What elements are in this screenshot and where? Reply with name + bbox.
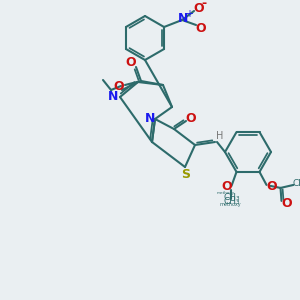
Text: O: O [194,2,204,16]
Text: -: - [202,0,207,11]
Text: O: O [266,180,277,194]
Text: N: N [178,13,188,26]
Text: S: S [182,167,190,181]
Text: H: H [216,131,224,141]
Text: O: O [281,197,292,210]
Text: O: O [126,56,136,70]
Text: methoxy: methoxy [216,191,235,195]
Text: methoxy: methoxy [220,202,241,207]
Text: N: N [145,112,155,124]
Text: N: N [108,91,118,103]
Text: CH₃: CH₃ [223,197,240,206]
Text: +: + [185,9,193,19]
Text: O: O [114,80,124,92]
Text: O: O [221,180,232,194]
Text: CH₃: CH₃ [223,194,240,202]
Text: CH₃: CH₃ [292,179,300,188]
Text: O: O [186,112,196,124]
Text: O: O [196,22,206,34]
